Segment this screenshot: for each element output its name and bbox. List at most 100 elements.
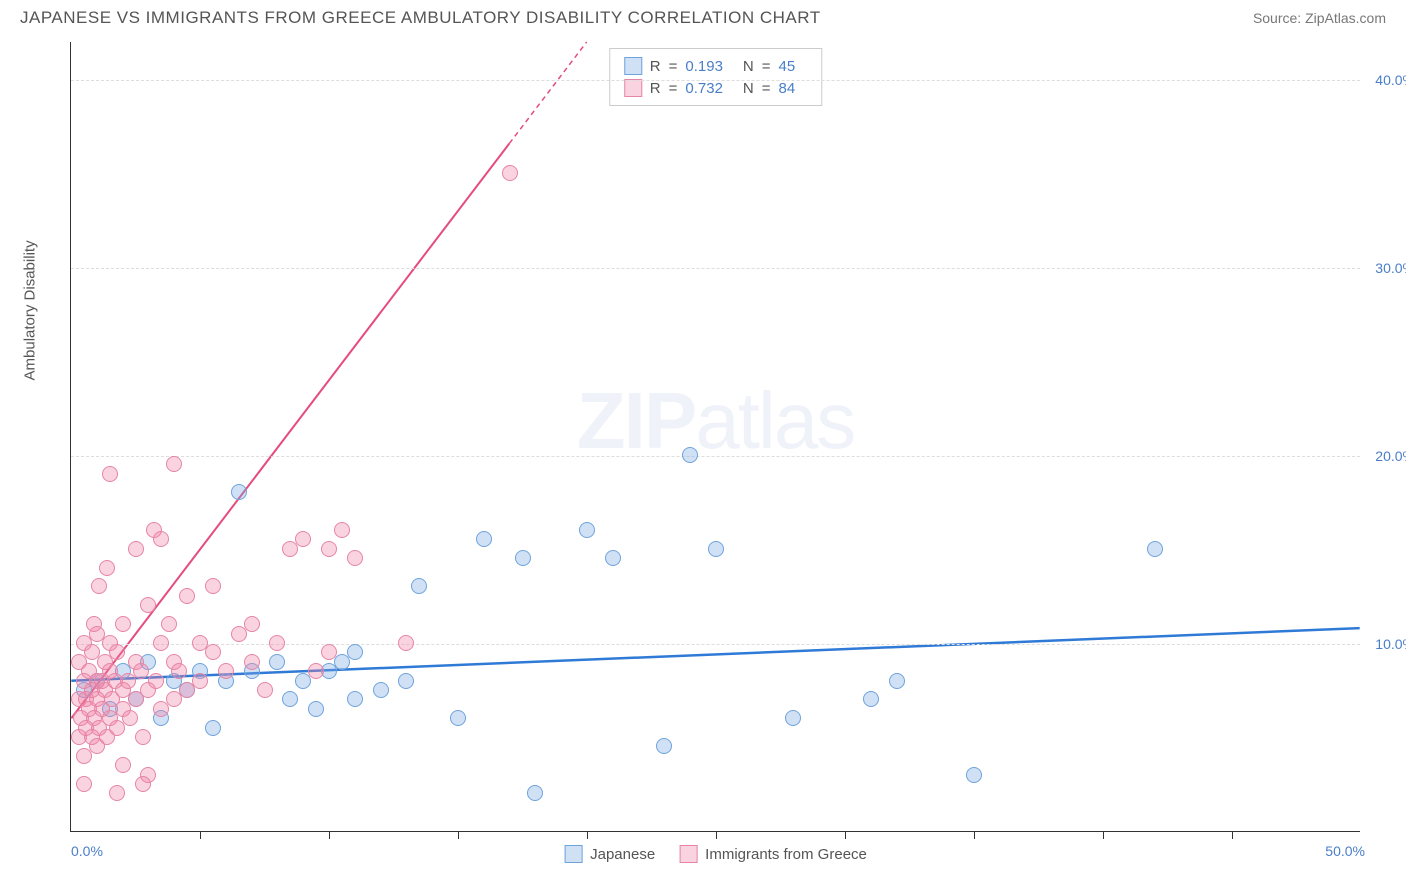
data-point [153, 635, 169, 651]
bottom-legend: Japanese Immigrants from Greece [564, 845, 867, 863]
swatch-greece [679, 845, 697, 863]
x-tick [1103, 831, 1104, 839]
x-tick [974, 831, 975, 839]
stat-r-value-greece: 0.732 [685, 80, 723, 97]
data-point [244, 616, 260, 632]
data-point [153, 531, 169, 547]
y-tick-label: 30.0% [1375, 260, 1406, 276]
legend-label-greece: Immigrants from Greece [705, 846, 867, 863]
data-point [347, 691, 363, 707]
swatch-japanese [564, 845, 582, 863]
data-point [295, 531, 311, 547]
data-point [140, 597, 156, 613]
swatch-greece [624, 79, 642, 97]
data-point [99, 560, 115, 576]
stat-n-label: N [743, 80, 754, 97]
eq: = [669, 80, 678, 97]
chart-container: Ambulatory Disability ZIPatlas R = 0.193… [50, 42, 1386, 842]
data-point [269, 635, 285, 651]
data-point [450, 710, 466, 726]
data-point [321, 644, 337, 660]
stat-n-value-japanese: 45 [779, 58, 796, 75]
data-point [76, 776, 92, 792]
data-point [179, 588, 195, 604]
legend-item-japanese: Japanese [564, 845, 655, 863]
data-point [682, 447, 698, 463]
data-point [115, 616, 131, 632]
data-point [373, 682, 389, 698]
data-point [166, 456, 182, 472]
data-point [889, 673, 905, 689]
data-point [863, 691, 879, 707]
data-point [966, 767, 982, 783]
x-axis-max-label: 50.0% [1325, 843, 1365, 859]
x-tick [1232, 831, 1233, 839]
x-tick [458, 831, 459, 839]
data-point [231, 484, 247, 500]
data-point [334, 522, 350, 538]
data-point [708, 541, 724, 557]
gridline [71, 80, 1360, 81]
data-point [515, 550, 531, 566]
eq: = [669, 58, 678, 75]
stat-r-label: R [650, 58, 661, 75]
gridline [71, 644, 1360, 645]
data-point [476, 531, 492, 547]
eq: = [762, 58, 771, 75]
legend-stats-row-japanese: R = 0.193 N = 45 [624, 55, 807, 77]
data-point [1147, 541, 1163, 557]
x-axis-min-label: 0.0% [71, 843, 103, 859]
data-point [192, 673, 208, 689]
y-tick-label: 20.0% [1375, 448, 1406, 464]
data-point [398, 635, 414, 651]
stat-r-value-japanese: 0.193 [685, 58, 723, 75]
gridline [71, 268, 1360, 269]
data-point [122, 710, 138, 726]
x-tick [200, 831, 201, 839]
data-point [308, 663, 324, 679]
data-point [411, 578, 427, 594]
eq: = [762, 80, 771, 97]
data-point [109, 785, 125, 801]
gridline [71, 456, 1360, 457]
legend-item-greece: Immigrants from Greece [679, 845, 867, 863]
trend-lines [71, 42, 1360, 831]
data-point [109, 644, 125, 660]
data-point [135, 776, 151, 792]
data-point [656, 738, 672, 754]
data-point [171, 663, 187, 679]
data-point [605, 550, 621, 566]
data-point [161, 616, 177, 632]
data-point [148, 673, 164, 689]
data-point [347, 550, 363, 566]
data-point [205, 644, 221, 660]
y-tick-label: 10.0% [1375, 636, 1406, 652]
data-point [502, 165, 518, 181]
x-tick [716, 831, 717, 839]
data-point [257, 682, 273, 698]
stat-n-value-greece: 84 [779, 80, 796, 97]
x-tick [845, 831, 846, 839]
data-point [135, 729, 151, 745]
data-point [205, 720, 221, 736]
y-tick-label: 40.0% [1375, 72, 1406, 88]
plot-area: ZIPatlas R = 0.193 N = 45 R = 0.732 N = … [70, 42, 1360, 832]
data-point [269, 654, 285, 670]
data-point [579, 522, 595, 538]
data-point [218, 663, 234, 679]
data-point [785, 710, 801, 726]
legend-label-japanese: Japanese [590, 846, 655, 863]
data-point [527, 785, 543, 801]
data-point [398, 673, 414, 689]
data-point [321, 541, 337, 557]
x-tick [329, 831, 330, 839]
data-point [128, 541, 144, 557]
data-point [308, 701, 324, 717]
y-axis-title: Ambulatory Disability [22, 240, 39, 380]
stat-n-label: N [743, 58, 754, 75]
data-point [205, 578, 221, 594]
data-point [115, 757, 131, 773]
legend-stats-box: R = 0.193 N = 45 R = 0.732 N = 84 [609, 48, 822, 106]
data-point [133, 663, 149, 679]
stat-r-label: R [650, 80, 661, 97]
